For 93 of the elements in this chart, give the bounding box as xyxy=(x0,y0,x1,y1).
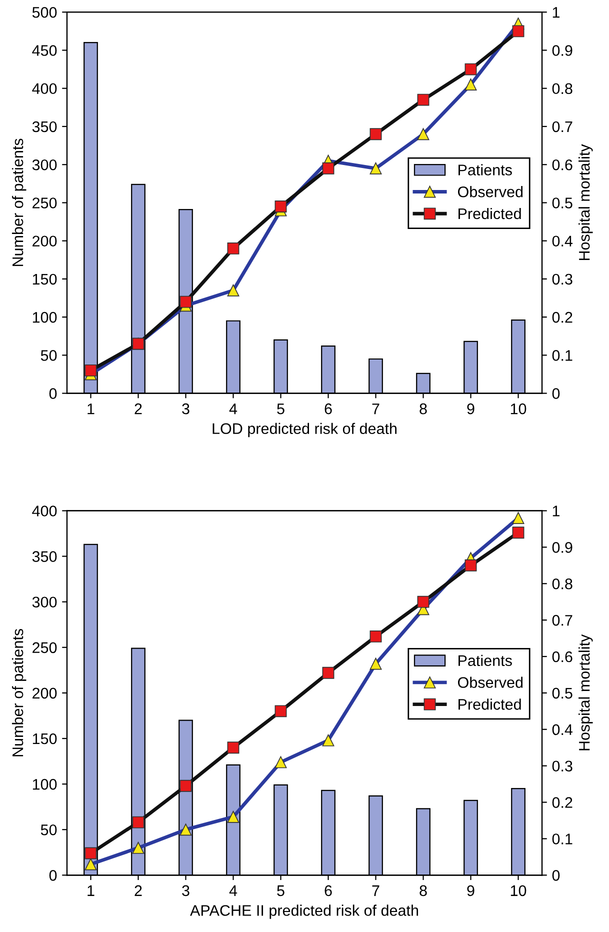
y-tick-label: 200 xyxy=(32,688,57,699)
y2-tick-label: 0.2 xyxy=(552,797,572,808)
legend-label: Observed xyxy=(458,186,523,198)
y-tick-label: 50 xyxy=(40,824,57,836)
y-axis-title: Number of patients xyxy=(12,628,26,756)
x-tick-label: 7 xyxy=(372,885,380,896)
y-tick-label: 450 xyxy=(32,45,57,56)
y2-tick-label: 0.9 xyxy=(552,542,572,553)
point xyxy=(417,596,430,608)
y-tick-label: 350 xyxy=(32,121,57,132)
y-tick-label: 400 xyxy=(32,83,57,94)
x-tick-label: 10 xyxy=(510,403,526,414)
y2-tick-label: 0.4 xyxy=(552,236,573,247)
y2-tick-label: 0.7 xyxy=(552,614,572,626)
y2-axis-title: Hospital mortality xyxy=(578,634,593,750)
legend-label: Predicted xyxy=(458,698,521,710)
y-tick-label: 400 xyxy=(32,506,57,516)
y-tick-label: 300 xyxy=(32,159,57,170)
y-tick-label: 150 xyxy=(32,274,57,285)
y-tick-label: 350 xyxy=(32,551,57,562)
point xyxy=(274,200,287,212)
point xyxy=(464,63,477,76)
x-tick-label: 7 xyxy=(372,404,380,414)
y2-axis-title: Hospital mortality xyxy=(578,144,593,260)
point xyxy=(84,364,97,376)
point xyxy=(370,128,382,140)
x-axis-title: APACHE II predicted risk of death xyxy=(190,904,418,919)
x-tick-label: 3 xyxy=(182,403,190,414)
point xyxy=(132,816,144,828)
point xyxy=(464,559,477,572)
x-tick-label: 9 xyxy=(467,885,474,896)
y-tick-label: 300 xyxy=(32,596,57,608)
point xyxy=(370,630,382,642)
x-tick-label: 3 xyxy=(182,885,190,896)
point xyxy=(227,742,240,754)
point xyxy=(274,705,287,718)
point xyxy=(180,296,192,308)
x-tick-label: 1 xyxy=(88,404,94,414)
y-tick-label: 250 xyxy=(32,198,57,208)
x-tick-label: 2 xyxy=(134,885,142,896)
legend-label: Patients xyxy=(458,654,512,666)
x-tick-label: 1 xyxy=(88,885,94,896)
y-tick-label: 500 xyxy=(32,6,57,18)
y2-tick-label: 0.7 xyxy=(552,121,572,132)
point xyxy=(417,94,430,106)
y-tick-label: 100 xyxy=(32,312,57,323)
y2-tick-label: 0.5 xyxy=(552,688,572,699)
y2-tick-label: 0.5 xyxy=(552,198,572,208)
x-tick-label: 6 xyxy=(324,885,332,896)
x-tick-label: 9 xyxy=(467,403,474,414)
y-axis-title: Number of patients xyxy=(12,138,26,266)
point xyxy=(512,526,524,539)
y2-tick-label: 0.4 xyxy=(552,724,573,736)
point xyxy=(84,847,97,860)
point xyxy=(322,162,334,174)
legend-label: Observed xyxy=(458,676,523,688)
x-tick-label: 6 xyxy=(324,403,332,414)
point xyxy=(322,666,334,679)
y2-tick-label: 0.3 xyxy=(552,760,572,772)
legend-label: Patients xyxy=(458,164,512,176)
point xyxy=(180,780,192,792)
x-tick-label: 5 xyxy=(277,885,284,896)
y2-tick-label: 0 xyxy=(552,870,560,881)
y2-tick-label: 0.6 xyxy=(552,651,572,662)
y2-tick-label: 0.9 xyxy=(552,45,572,56)
y2-tick-label: 0.6 xyxy=(552,159,572,170)
y2-tick-label: 0.1 xyxy=(552,834,572,844)
x-tick-label: 2 xyxy=(134,403,142,414)
y-tick-label: 50 xyxy=(40,350,57,361)
x-tick-label: 8 xyxy=(420,403,427,414)
x-axis-title: LOD predicted risk of death xyxy=(212,422,396,438)
x-tick-label: 5 xyxy=(277,404,284,414)
point xyxy=(512,25,524,38)
y-tick-label: 200 xyxy=(32,236,57,247)
y2-tick-label: 0 xyxy=(552,388,560,399)
y-tick-label: 100 xyxy=(32,778,57,790)
y2-tick-label: 0.8 xyxy=(552,83,572,94)
y2-tick-label: 0.1 xyxy=(552,350,572,361)
y2-tick-label: 1 xyxy=(552,7,560,18)
y2-tick-label: 1 xyxy=(552,506,560,516)
point xyxy=(227,242,240,254)
y2-tick-label: 0.8 xyxy=(552,578,572,590)
y-tick-label: 0 xyxy=(49,870,57,881)
y-tick-label: 150 xyxy=(32,733,57,744)
y2-tick-label: 0.2 xyxy=(552,312,572,323)
x-tick-label: 4 xyxy=(229,885,238,896)
x-tick-label: 8 xyxy=(420,885,427,896)
y-tick-label: 0 xyxy=(49,388,57,399)
x-tick-label: 4 xyxy=(229,404,238,414)
legend-label: Predicted xyxy=(458,208,521,220)
y2-tick-label: 0.3 xyxy=(552,274,572,285)
y-tick-label: 250 xyxy=(32,642,57,654)
x-tick-label: 10 xyxy=(510,885,526,896)
